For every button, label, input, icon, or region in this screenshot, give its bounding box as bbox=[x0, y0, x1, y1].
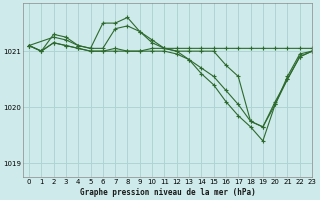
X-axis label: Graphe pression niveau de la mer (hPa): Graphe pression niveau de la mer (hPa) bbox=[80, 188, 255, 197]
